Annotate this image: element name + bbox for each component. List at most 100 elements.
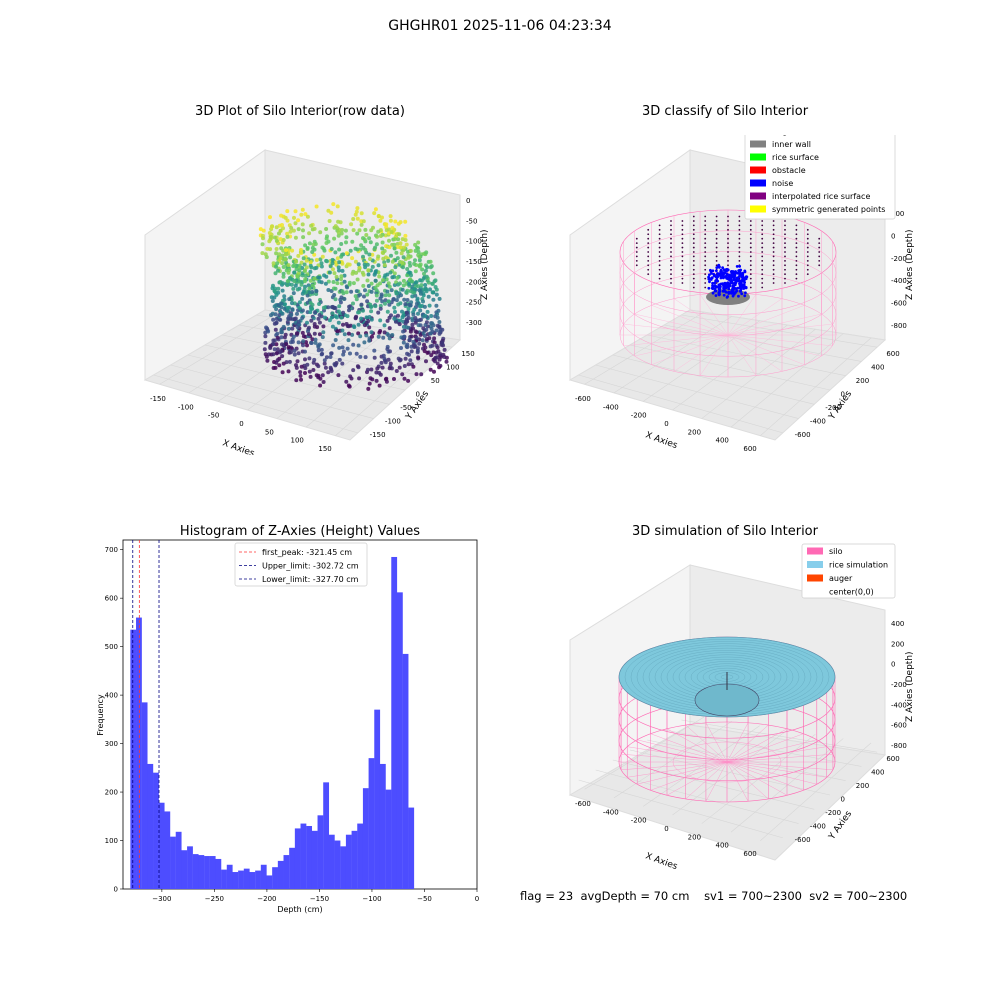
noise-point [734,281,738,284]
interpolated-point [681,282,684,284]
silo-floor-ring [672,741,782,783]
interpolated-point [738,228,741,231]
noise-point [736,271,740,275]
interpolated-point [795,228,798,231]
interpolated-point [704,286,707,289]
interpolated-point [670,237,672,240]
classify-noise-cluster [707,263,749,299]
x-tick-label: 150 [318,445,331,453]
noise-point [727,290,731,294]
interpolated-point [670,246,672,249]
interpolated-point [635,237,638,240]
interpolated-point [749,268,752,271]
y-tick-label: -400 [810,823,826,831]
y-tick-label: 400 [105,692,118,700]
silo-floor-spoke [727,334,833,347]
histogram-bar [181,850,188,889]
silo-floor-spoke [634,334,729,357]
interpolated-point [772,259,775,262]
interpolated-point [749,228,752,231]
interpolated-point [647,233,650,236]
interpolated-point [738,237,741,240]
raw-3d-scatter-points [258,202,449,391]
interpolated-point [647,264,650,267]
interpolated-point [761,228,764,231]
interpolated-point [806,273,809,276]
interpolated-point [635,246,638,249]
y-tick-label: -50 [400,404,411,412]
interpolated-point [795,242,798,245]
raw-z-axis-label: Z Axies (Depth) [480,229,490,300]
x-tick-label: 0 [475,895,479,903]
noise-point [738,264,742,268]
interpolated-point [692,246,695,249]
noise-point [732,276,736,280]
interpolated-point [761,282,764,284]
y-tick-label: -200 [825,404,841,412]
interpolated-point [635,242,638,245]
noise-point [717,285,720,289]
noise-point [734,291,737,295]
y-tick-label: 400 [871,768,884,776]
gridline [760,337,872,436]
histogram-title: Histogram of Z-Axies (Height) Values [179,524,421,539]
interpolated-point [658,268,661,271]
noise-point [725,274,729,278]
histogram-bar [289,847,295,889]
interpolated-point [647,268,650,271]
interpolated-point [704,259,707,262]
interpolated-point [818,259,821,262]
interpolated-point [681,251,684,253]
noise-point [708,276,711,280]
noise-point [726,282,730,285]
interpolated-point [795,255,798,258]
x-tick-label: 200 [688,428,701,436]
interpolated-point [727,215,729,218]
interpolated-point [670,224,672,227]
interpolated-point [692,264,695,267]
noise-point [714,279,718,283]
z-tick-label: -600 [891,722,907,730]
interpolated-point [761,286,764,289]
interpolated-point [670,233,672,236]
noise-point [721,282,725,286]
gridline [681,314,878,348]
histogram-bar [323,782,330,889]
noise-point [715,266,719,269]
noise-point [743,294,747,298]
interpolated-point [670,228,672,231]
interpolated-point [795,264,798,267]
interpolated-point [704,255,707,258]
histogram-bar [283,855,290,889]
interpolated-point [749,242,752,245]
y-tick-label: 50 [431,377,440,385]
noise-point [708,280,711,284]
noise-point [724,290,728,294]
interpolated-point [761,246,764,249]
interpolated-point [647,246,650,249]
noise-point [707,273,711,277]
interpolated-point [738,215,741,218]
histogram-bars [130,556,415,890]
noise-point [711,286,715,290]
interpolated-point [704,268,707,271]
z-tick-label: 200 [891,640,904,648]
noise-point [727,287,731,291]
interpolated-point [658,277,661,280]
interpolated-point [647,242,650,245]
interpolated-point [692,220,695,222]
silo-floor-spoke [727,298,783,336]
interpolated-point [818,242,821,245]
silo-floor-spoke [673,334,729,372]
footer-flag: flag = 23 [520,889,574,903]
interpolated-point [715,237,718,240]
interpolated-point [795,246,798,249]
interpolated-point [704,220,707,222]
interpolated-point [772,277,775,280]
noise-point [733,273,736,277]
footer-sv2: sv2 = 700~2300 [809,889,908,903]
interpolated-point [704,273,707,276]
gridline [701,329,816,419]
interpolated-point [806,228,809,231]
